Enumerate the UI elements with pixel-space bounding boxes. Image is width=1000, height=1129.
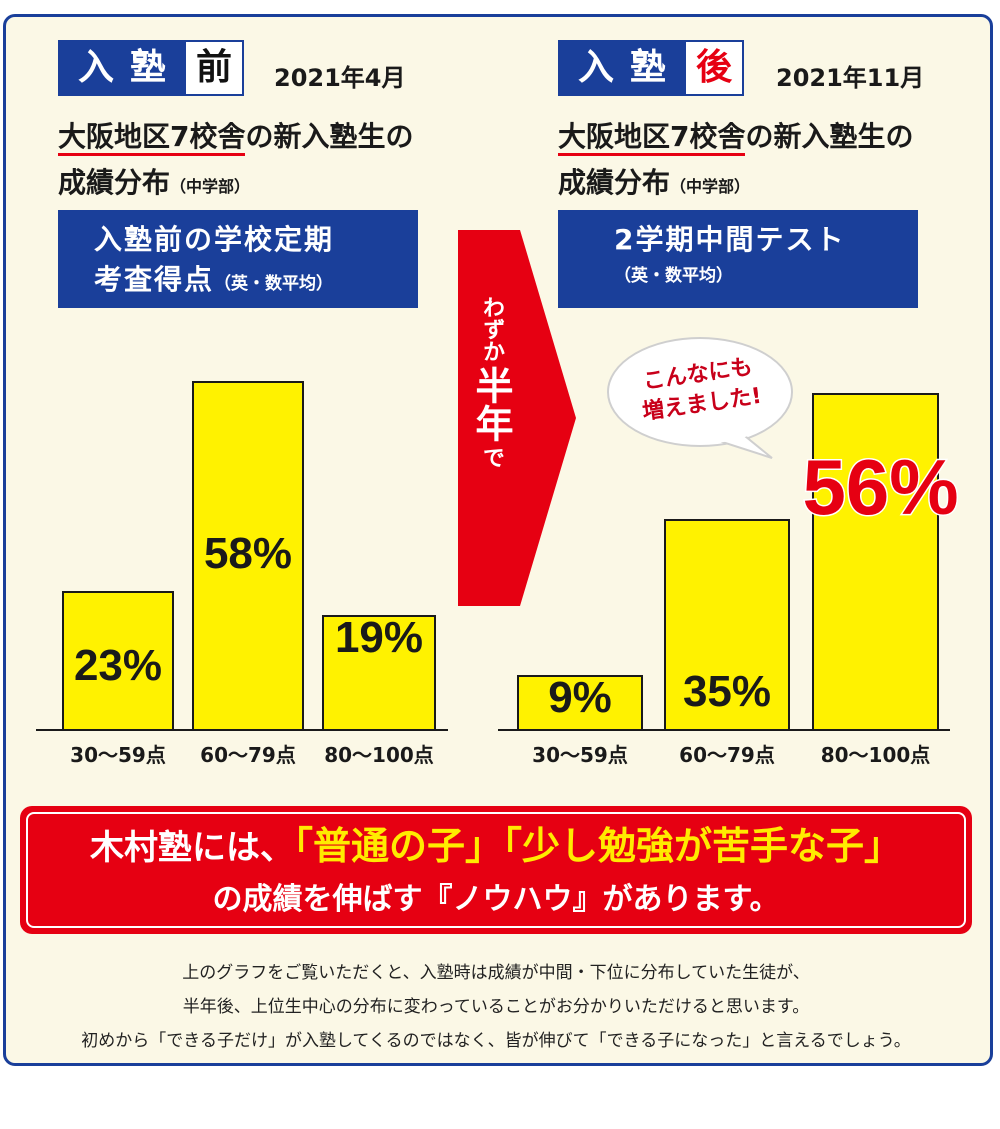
explanation-notes: 上のグラフをご覧いただくと、入塾時は成績が中間・下位に分布していた生徒が、 半年…	[20, 956, 972, 1058]
after-metric-box: 2学期中間テスト （英・数平均）	[558, 210, 918, 308]
note-line-1: 上のグラフをご覧いただくと、入塾時は成績が中間・下位に分布していた生徒が、	[182, 963, 810, 983]
category-label-after-1: 30～59点	[532, 743, 628, 767]
data-label-before-3: 19%	[335, 613, 423, 662]
category-label-before-1: 30～59点	[70, 743, 166, 767]
data-label-after-1: 9%	[548, 673, 612, 722]
after-desc-rest: の新入塾生の	[745, 120, 914, 153]
after-chart: 9% 30～59点 35% 60～79点 56% 80～100点	[498, 393, 960, 767]
data-label-before-2: 58%	[204, 529, 292, 578]
data-label-before-1: 23%	[74, 641, 162, 690]
speech-bubble	[607, 337, 793, 459]
before-tag-last: 前	[186, 42, 243, 94]
before-date: 2021年4月	[274, 64, 406, 92]
category-label-before-3: 80～100点	[324, 743, 434, 767]
after-description: 大阪地区7校舎の新入塾生の 成績分布（中学部）	[558, 114, 914, 210]
before-desc-underline: 大阪地区7校舎	[58, 120, 246, 156]
after-tag-main: 入塾	[560, 42, 687, 94]
data-label-after-3: 56%	[802, 443, 958, 531]
bar-after-1	[517, 675, 643, 731]
note-line-3: 初めから「できる子だけ」が入塾してくるのではなく、皆が伸びて「できる子になった」…	[81, 1031, 911, 1051]
after-desc-line2: 成績分布	[558, 166, 671, 199]
before-desc-small: （中学部）	[170, 177, 251, 196]
bar-before-3	[322, 615, 436, 731]
before-box-small: （英・数平均）	[214, 274, 334, 294]
charts-canvas: 23% 30～59点 58% 60～79点 19% 80～100点 9% 30～59点 35%…	[36, 230, 960, 767]
bar-before-1	[62, 591, 174, 731]
arrow-text: わずか 半年 で	[466, 296, 516, 468]
after-desc-underline: 大阪地区7校舎	[558, 120, 746, 156]
message-banner: 木村塾には、「普通の子」「少し勉強が苦手な子」 の成績を伸ばす『ノウハウ』があり…	[20, 806, 972, 934]
after-desc-small: （中学部）	[670, 177, 751, 196]
arrow-line1: わずか	[479, 296, 504, 362]
before-box-line1: 入塾前の学校定期	[94, 223, 335, 256]
before-tag-main: 入塾	[60, 42, 187, 94]
bar-before-2	[192, 381, 304, 731]
banner-r2: の成績を伸ばす『ノウハウ』があります。	[212, 882, 780, 917]
progress-arrow	[458, 230, 576, 606]
bar-after-2	[664, 519, 790, 731]
arrow-line3: で	[479, 446, 504, 468]
after-date: 2021年11月	[776, 64, 925, 92]
note-line-2: 半年後、上位生中心の分布に変わっていることがお分かりいただけると思います。	[182, 997, 810, 1017]
data-label-after-2: 35%	[683, 667, 771, 716]
before-tag: 入塾 前	[58, 40, 245, 96]
banner-r1b: 「普通の子」「少し勉強が苦手な子」	[293, 823, 902, 868]
category-label-before-2: 60～79点	[200, 743, 296, 767]
before-description: 大阪地区7校舎の新入塾生の 成績分布（中学部）	[58, 114, 414, 210]
after-tag-last: 後	[686, 42, 743, 94]
before-metric-box: 入塾前の学校定期 考査得点（英・数平均）	[58, 210, 418, 308]
category-label-after-2: 60～79点	[679, 743, 775, 767]
before-chart: 23% 30～59点 58% 60～79点 19% 80～100点	[36, 381, 448, 767]
after-box-small: （英・数平均）	[614, 266, 733, 286]
after-tag: 入塾 後	[558, 40, 745, 96]
before-desc-rest: の新入塾生の	[245, 120, 414, 153]
after-box-line1: 2学期中間テスト	[614, 223, 846, 256]
banner-r1a: 木村塾には、	[89, 828, 294, 868]
before-desc-line2: 成績分布	[58, 166, 171, 199]
before-box-line2: 考査得点	[94, 263, 215, 296]
category-label-after-3: 80～100点	[821, 743, 931, 767]
arrow-line2: 半年	[469, 366, 513, 442]
